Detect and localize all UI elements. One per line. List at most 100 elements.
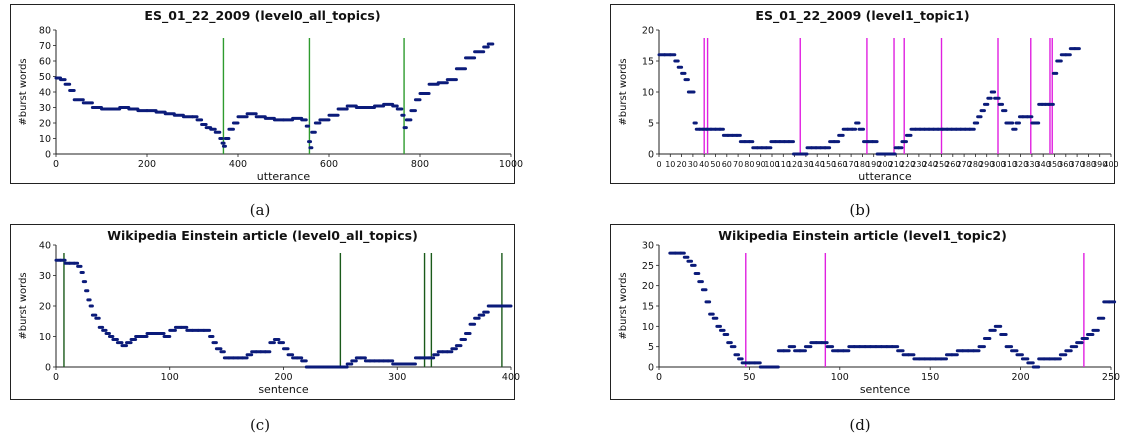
x-tick-label: 310 [1002, 160, 1017, 169]
y-tick-label: 60 [39, 57, 51, 68]
caption-c: (c) [249, 416, 271, 434]
x-tick-label: 300 [388, 372, 406, 383]
y-tick-label: 0 [45, 150, 51, 161]
y-tick-label: 10 [39, 332, 51, 343]
x-tick-label: 320 [1013, 160, 1028, 169]
x-tick-label: 360 [1058, 160, 1073, 169]
y-axis-label: #burst words [618, 58, 629, 125]
y-tick-label: 80 [39, 26, 51, 37]
x-tick-label: 100 [764, 160, 779, 169]
x-tick-label: 400 [229, 159, 247, 170]
x-tick-label: 150 [821, 160, 836, 169]
x-tick-label: 370 [1069, 160, 1084, 169]
y-tick-label: 40 [39, 241, 51, 252]
x-tick-label: 40 [699, 160, 709, 169]
x-tick-label: 800 [411, 159, 429, 170]
x-tick-label: 200 [1012, 372, 1030, 383]
x-tick-label: 400 [502, 372, 520, 383]
x-tick-label: 250 [934, 160, 949, 169]
x-tick-label: 170 [843, 160, 858, 169]
y-axis-label: #burst words [18, 272, 29, 339]
x-tick-label: 160 [832, 160, 847, 169]
panel-frame [610, 224, 1115, 400]
x-tick-label: 120 [787, 160, 802, 169]
x-tick-label: 350 [1047, 160, 1062, 169]
x-tick-label: 280 [968, 160, 983, 169]
x-tick-label: 150 [921, 372, 939, 383]
caption-d: (d) [849, 416, 871, 434]
y-axis-label: #burst words [18, 58, 29, 125]
y-tick-label: 15 [642, 57, 654, 68]
x-tick-label: 10 [665, 160, 675, 169]
y-tick-label: 0 [45, 363, 51, 374]
x-tick-label: 330 [1024, 160, 1039, 169]
chart-panel-a: ES_01_22_2009 (level0_all_topics) 0 200 400… [10, 4, 523, 184]
chart-title: Wikipedia Einstein article (level1_topic… [718, 228, 1007, 244]
x-tick-label: 0 [656, 372, 662, 383]
x-tick-label: 200 [274, 372, 292, 383]
x-tick-label: 380 [1081, 160, 1096, 169]
y-tick-label: 70 [39, 41, 51, 52]
chart-title: Wikipedia Einstein article (level0_all_t… [107, 228, 418, 244]
x-tick-label: 270 [956, 160, 971, 169]
x-tick-label: 130 [798, 160, 813, 169]
x-tick-label: 0 [656, 160, 661, 169]
x-axis-label: utterance [858, 170, 912, 183]
x-tick-label: 290 [979, 160, 994, 169]
chart-panel-b: ES_01_22_2009 (level1_topic1) 0 10 20 30 40 50… [610, 4, 1119, 184]
y-tick-label: 40 [39, 88, 51, 99]
x-tick-label: 140 [810, 160, 825, 169]
y-tick-label: 30 [39, 103, 51, 114]
y-tick-label: 20 [39, 302, 51, 313]
chart-panel-d: Wikipedia Einstein article (level1_topic… [610, 224, 1120, 400]
x-axis-label: sentence [258, 383, 309, 396]
y-tick-label: 50 [39, 72, 51, 83]
chart-title: ES_01_22_2009 (level0_all_topics) [144, 8, 380, 24]
y-tick-label: 0 [648, 363, 654, 374]
y-tick-label: 20 [39, 119, 51, 130]
x-tick-label: 390 [1092, 160, 1107, 169]
y-tick-label: 20 [642, 26, 654, 37]
y-tick-label: 10 [39, 134, 51, 145]
y-axis-label: #burst words [618, 272, 629, 339]
x-tick-label: 1000 [499, 159, 523, 170]
y-tick-label: 25 [642, 261, 654, 272]
y-tick-label: 5 [648, 119, 654, 130]
x-tick-label: 300 [990, 160, 1005, 169]
y-tick-label: 5 [648, 342, 654, 353]
burst-chart-b: ES_01_22_2009 (level1_topic1)0 10 20 30 40 50… [610, 4, 1119, 184]
panel-frame [10, 4, 515, 184]
x-tick-label: 600 [320, 159, 338, 170]
x-tick-label: 230 [911, 160, 926, 169]
x-tick-label: 260 [945, 160, 960, 169]
x-tick-label: 50 [710, 160, 720, 169]
x-tick-label: 100 [161, 372, 179, 383]
x-tick-label: 90 [756, 160, 766, 169]
x-tick-label: 180 [855, 160, 870, 169]
x-tick-label: 60 [722, 160, 732, 169]
x-tick-label: 30 [688, 160, 698, 169]
y-tick-label: 10 [642, 322, 654, 333]
x-tick-label: 220 [900, 160, 915, 169]
y-tick-label: 15 [642, 302, 654, 313]
burst-chart-d: Wikipedia Einstein article (level1_topic… [610, 224, 1120, 400]
x-tick-label: 0 [53, 372, 59, 383]
caption-a: (a) [249, 201, 271, 219]
burst-chart-c: Wikipedia Einstein article (level0_all_t… [10, 224, 520, 400]
x-tick-label: 0 [53, 159, 59, 170]
x-tick-label: 50 [743, 372, 755, 383]
x-tick-label: 240 [923, 160, 938, 169]
y-tick-label: 30 [642, 241, 654, 252]
burst-chart-a: ES_01_22_2009 (level0_all_topics)0 200 400… [10, 4, 523, 184]
caption-b: (b) [849, 201, 871, 219]
x-tick-label: 210 [889, 160, 904, 169]
x-tick-label: 200 [877, 160, 892, 169]
y-tick-label: 0 [648, 150, 654, 161]
x-tick-label: 110 [776, 160, 791, 169]
x-tick-label: 250 [1102, 372, 1120, 383]
x-tick-label: 20 [677, 160, 687, 169]
y-tick-label: 10 [642, 88, 654, 99]
x-tick-label: 100 [831, 372, 849, 383]
x-tick-label: 400 [1103, 160, 1118, 169]
x-tick-label: 80 [744, 160, 754, 169]
